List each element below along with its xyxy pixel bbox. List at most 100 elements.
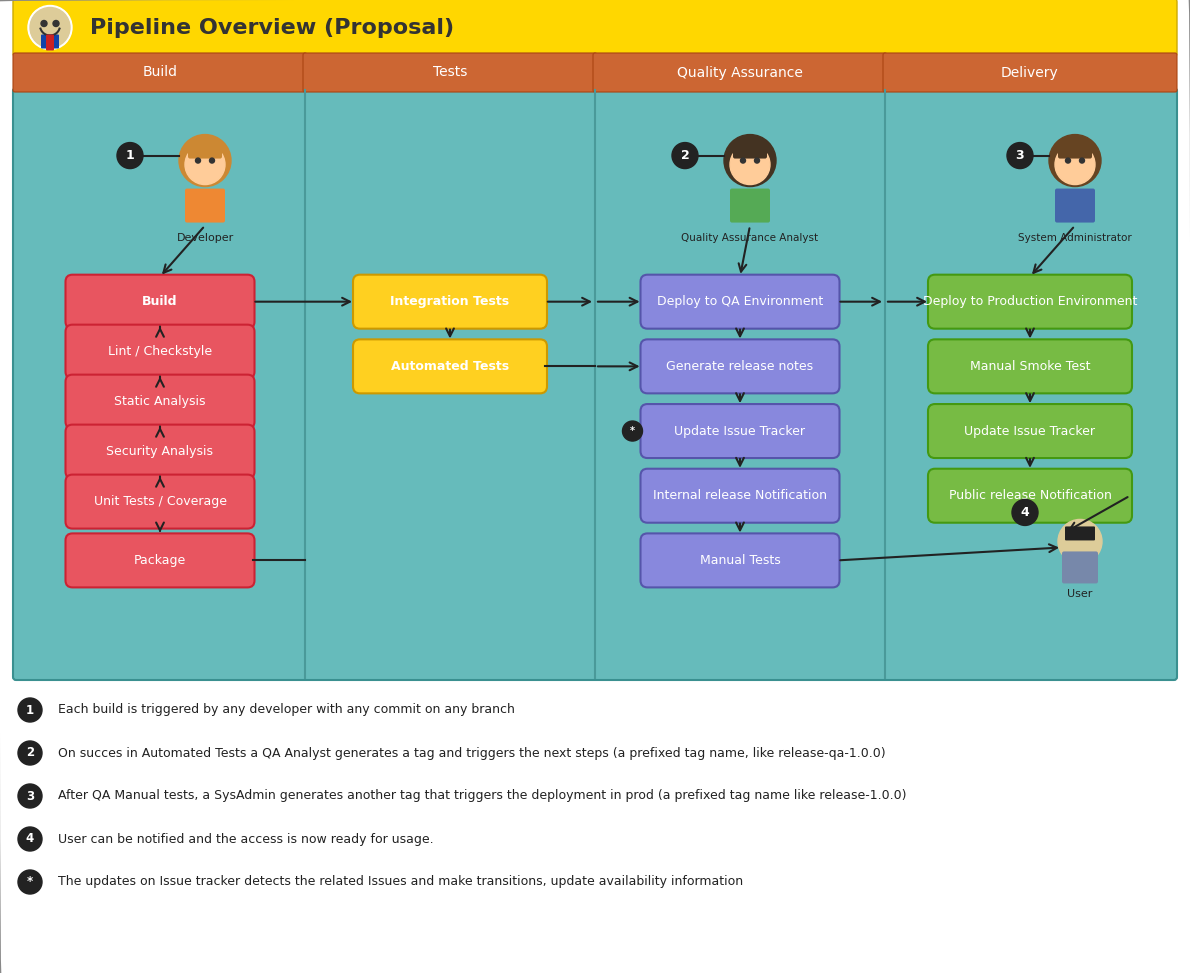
Text: 1: 1 (126, 149, 134, 162)
Text: 4: 4 (26, 833, 35, 846)
Circle shape (117, 143, 143, 168)
FancyBboxPatch shape (928, 404, 1132, 458)
FancyBboxPatch shape (928, 274, 1132, 329)
Text: *: * (630, 426, 635, 436)
FancyBboxPatch shape (46, 34, 54, 51)
FancyBboxPatch shape (883, 53, 1177, 92)
FancyBboxPatch shape (13, 88, 1177, 680)
Circle shape (195, 158, 200, 163)
FancyBboxPatch shape (353, 274, 547, 329)
Text: Package: Package (133, 554, 186, 567)
Circle shape (740, 158, 745, 163)
FancyBboxPatch shape (65, 475, 255, 528)
FancyBboxPatch shape (13, 53, 307, 92)
Text: On succes in Automated Tests a QA Analyst generates a tag and triggers the next : On succes in Automated Tests a QA Analys… (58, 746, 885, 760)
Text: Deploy to QA Environment: Deploy to QA Environment (657, 295, 823, 308)
Text: Manual Smoke Test: Manual Smoke Test (970, 360, 1090, 373)
FancyBboxPatch shape (640, 340, 839, 393)
FancyBboxPatch shape (729, 189, 770, 223)
Text: Quality Assurance: Quality Assurance (677, 65, 803, 80)
Text: User: User (1067, 590, 1092, 599)
Text: Quality Assurance Analyst: Quality Assurance Analyst (682, 233, 819, 242)
Circle shape (1050, 134, 1101, 187)
Circle shape (18, 784, 42, 808)
Circle shape (30, 8, 70, 48)
Text: Build: Build (143, 295, 177, 308)
Text: Public release Notification: Public release Notification (948, 489, 1111, 502)
Text: 3: 3 (26, 789, 35, 803)
Circle shape (1007, 143, 1033, 168)
Circle shape (54, 20, 60, 26)
Circle shape (18, 741, 42, 765)
Text: 2: 2 (26, 746, 35, 760)
Text: User can be notified and the access is now ready for usage.: User can be notified and the access is n… (58, 833, 433, 846)
Circle shape (18, 698, 42, 722)
Circle shape (1058, 520, 1102, 563)
Circle shape (1079, 158, 1084, 163)
FancyBboxPatch shape (640, 274, 839, 329)
Text: Deploy to Production Environment: Deploy to Production Environment (922, 295, 1138, 308)
Circle shape (729, 145, 770, 185)
FancyBboxPatch shape (1065, 526, 1095, 540)
FancyBboxPatch shape (640, 533, 839, 588)
Circle shape (622, 421, 643, 441)
Circle shape (209, 158, 214, 163)
Circle shape (724, 134, 776, 187)
FancyBboxPatch shape (353, 340, 547, 393)
Text: Internal release Notification: Internal release Notification (653, 489, 827, 502)
Text: Lint / Checkstyle: Lint / Checkstyle (108, 345, 212, 358)
Text: Build: Build (143, 65, 177, 80)
FancyBboxPatch shape (1058, 140, 1092, 159)
FancyBboxPatch shape (733, 140, 768, 159)
FancyBboxPatch shape (928, 469, 1132, 523)
FancyBboxPatch shape (65, 424, 255, 479)
FancyBboxPatch shape (65, 325, 255, 378)
FancyBboxPatch shape (13, 0, 1177, 57)
FancyBboxPatch shape (303, 53, 597, 92)
FancyBboxPatch shape (65, 533, 255, 588)
FancyBboxPatch shape (184, 189, 225, 223)
Circle shape (1065, 158, 1071, 163)
Text: Integration Tests: Integration Tests (390, 295, 509, 308)
Circle shape (18, 827, 42, 851)
FancyBboxPatch shape (1056, 189, 1095, 223)
Text: After QA Manual tests, a SysAdmin generates another tag that triggers the deploy: After QA Manual tests, a SysAdmin genera… (58, 789, 907, 803)
FancyBboxPatch shape (593, 53, 887, 92)
Text: Pipeline Overview (Proposal): Pipeline Overview (Proposal) (90, 18, 455, 38)
Circle shape (40, 20, 46, 26)
FancyBboxPatch shape (1061, 552, 1098, 584)
Text: Tests: Tests (433, 65, 468, 80)
FancyBboxPatch shape (188, 140, 223, 159)
Circle shape (1012, 499, 1038, 525)
Circle shape (672, 143, 699, 168)
Text: Unit Tests / Coverage: Unit Tests / Coverage (94, 495, 226, 508)
Text: Delivery: Delivery (1001, 65, 1059, 80)
Circle shape (178, 134, 231, 187)
FancyBboxPatch shape (928, 340, 1132, 393)
Text: The updates on Issue tracker detects the related Issues and make transitions, up: The updates on Issue tracker detects the… (58, 876, 743, 888)
Text: 2: 2 (681, 149, 689, 162)
Circle shape (1056, 145, 1095, 185)
Text: *: * (27, 876, 33, 888)
FancyBboxPatch shape (640, 404, 839, 458)
Text: Security Analysis: Security Analysis (106, 445, 213, 458)
FancyBboxPatch shape (65, 375, 255, 429)
Text: Update Issue Tracker: Update Issue Tracker (965, 424, 1096, 438)
Text: Static Analysis: Static Analysis (114, 395, 206, 408)
Circle shape (754, 158, 759, 163)
Text: 1: 1 (26, 703, 35, 716)
Text: 3: 3 (1016, 149, 1025, 162)
Text: Update Issue Tracker: Update Issue Tracker (675, 424, 806, 438)
Circle shape (18, 870, 42, 894)
Circle shape (184, 145, 225, 185)
Circle shape (29, 6, 73, 50)
Text: Manual Tests: Manual Tests (700, 554, 781, 567)
Text: System Administrator: System Administrator (1019, 233, 1132, 242)
FancyBboxPatch shape (40, 34, 60, 49)
Text: Developer: Developer (176, 233, 233, 242)
FancyBboxPatch shape (640, 469, 839, 523)
Text: Automated Tests: Automated Tests (392, 360, 509, 373)
Text: 4: 4 (1021, 506, 1029, 519)
Text: Each build is triggered by any developer with any commit on any branch: Each build is triggered by any developer… (58, 703, 515, 716)
Text: Generate release notes: Generate release notes (666, 360, 814, 373)
